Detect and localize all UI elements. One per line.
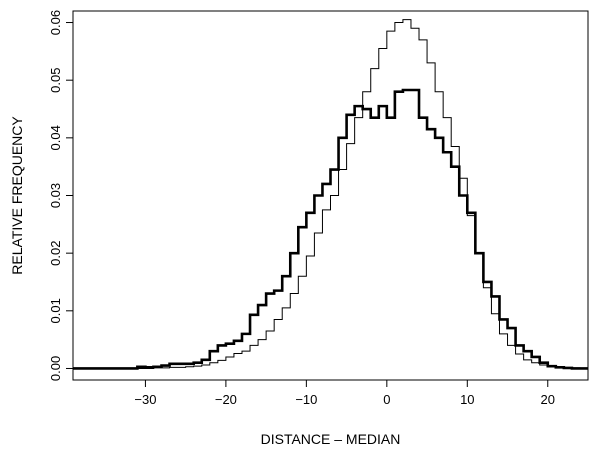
y-tick-label: 0.01 [48, 298, 63, 323]
x-tick-label: 10 [460, 392, 474, 407]
y-tick-label: 0.00 [48, 356, 63, 381]
x-tick-label: −20 [215, 392, 237, 407]
y-tick-label: 0.02 [48, 241, 63, 266]
y-tick-label: 0.06 [48, 10, 63, 35]
x-tick-label: 20 [541, 392, 555, 407]
y-axis-title: RELATIVE FREQUENCY [9, 116, 25, 275]
x-axis-title: DISTANCE – MEDIAN [261, 431, 401, 447]
series-line-thin [73, 19, 588, 369]
x-tick-label: −30 [134, 392, 156, 407]
y-tick-label: 0.03 [48, 183, 63, 208]
x-tick-label: −10 [295, 392, 317, 407]
y-tick-label: 0.04 [48, 125, 63, 150]
x-axis: −30 −20 −10 0 10 20 [134, 380, 555, 407]
y-axis: 0.00 0.01 0.02 0.03 0.04 0.05 0.06 [48, 10, 73, 381]
y-tick-label: 0.05 [48, 68, 63, 93]
x-tick-label: 0 [383, 392, 390, 407]
series-line-bold [73, 88, 588, 370]
